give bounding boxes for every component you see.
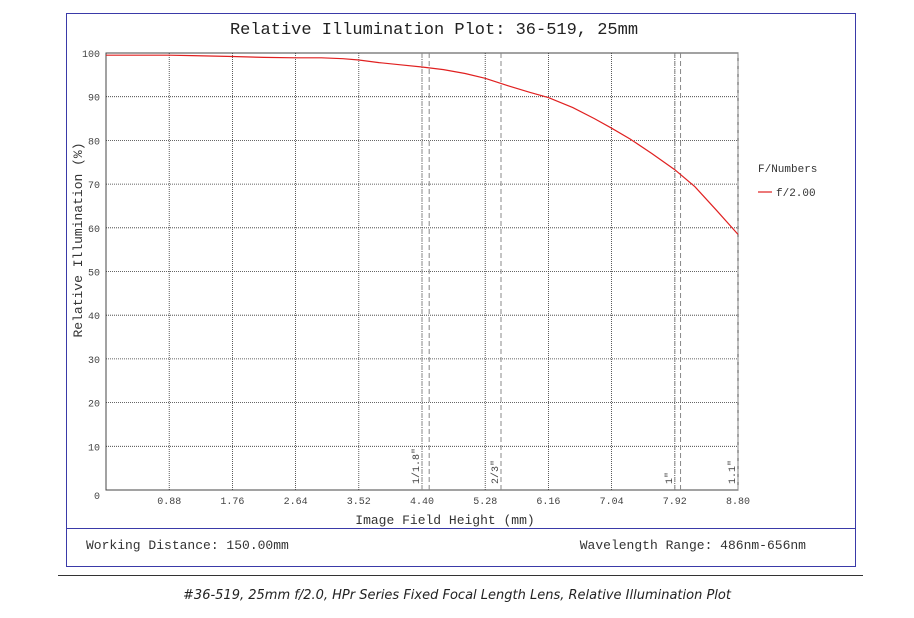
y-tick-label: 90 bbox=[88, 94, 100, 105]
sensor-format-markers: 1/1.8" 2/3" 1" 1.1" bbox=[411, 53, 739, 490]
wavelength-range: Wavelength Range: 486nm-656nm bbox=[579, 538, 806, 553]
y-tick-label: 70 bbox=[88, 181, 100, 192]
x-tick-label: 4.40 bbox=[410, 497, 434, 508]
x-tick-label: 0.88 bbox=[157, 497, 181, 508]
y-tick-label: 30 bbox=[88, 356, 100, 367]
y-tick-label: 0 bbox=[94, 492, 100, 503]
y-tick-label: 60 bbox=[88, 225, 100, 236]
chart-title: Relative Illumination Plot: 36-519, 25mm bbox=[230, 21, 638, 40]
x-axis-label: Image Field Height (mm) bbox=[355, 513, 534, 528]
x-tick-label: 1.76 bbox=[220, 497, 244, 508]
y-tick-label: 100 bbox=[82, 50, 100, 61]
y-tick-label: 50 bbox=[88, 269, 100, 280]
x-tick-label: 7.04 bbox=[600, 497, 624, 508]
x-tick-label: 3.52 bbox=[347, 497, 371, 508]
y-tick-label: 20 bbox=[88, 400, 100, 411]
legend: F/Numbers f/2.00 bbox=[758, 164, 817, 200]
x-tick-label: 2.64 bbox=[284, 497, 308, 508]
footer-divider bbox=[66, 528, 856, 529]
sensor-marker-label: 1.1" bbox=[727, 460, 739, 484]
x-tick-label: 8.80 bbox=[726, 497, 750, 508]
series-line-f2 bbox=[106, 54, 739, 235]
plot-frame bbox=[66, 13, 856, 567]
sensor-marker-label: 1/1.8" bbox=[411, 448, 423, 484]
tick-labels: 0 10 20 30 40 50 60 70 80 90 100 0.88 1.76 2.64 3.52 4.… bbox=[82, 50, 750, 508]
caption-rule bbox=[58, 575, 863, 576]
figure-caption: #36-519, 25mm f/2.0, HPr Series Fixed Fo… bbox=[183, 588, 731, 603]
y-tick-label: 80 bbox=[88, 137, 100, 148]
working-distance: Working Distance: 150.00mm bbox=[86, 538, 289, 553]
y-tick-label: 40 bbox=[88, 312, 100, 323]
sensor-marker-label: 1" bbox=[664, 472, 676, 484]
x-tick-label: 7.92 bbox=[663, 497, 687, 508]
legend-title: F/Numbers bbox=[758, 164, 817, 176]
sensor-marker-label: 2/3" bbox=[490, 460, 502, 484]
y-tick-label: 10 bbox=[88, 443, 100, 454]
y-axis-label: Relative Illumination (%) bbox=[71, 142, 86, 337]
x-tick-label: 6.16 bbox=[536, 497, 560, 508]
x-tick-label: 5.28 bbox=[473, 497, 497, 508]
legend-entry-f2: f/2.00 bbox=[776, 188, 816, 200]
